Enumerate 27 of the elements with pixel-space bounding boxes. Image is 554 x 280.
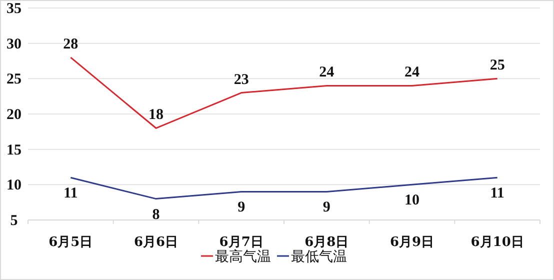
x-tick-label: 6月10日 [470, 235, 524, 250]
x-tick-label: 6月7日 [219, 235, 264, 250]
data-label: 24 [404, 64, 420, 81]
y-tick-label: 10 [6, 178, 22, 194]
y-tick-label: 15 [6, 142, 22, 158]
y-tick-label: 5 [10, 213, 18, 229]
legend-label: 最高气温 [215, 249, 271, 265]
data-label: 9 [238, 200, 246, 216]
data-label: 8 [152, 206, 160, 223]
data-label: 18 [148, 107, 164, 124]
data-label: 11 [64, 186, 78, 202]
data-label: 25 [490, 58, 505, 74]
x-tick-label: 6月9日 [390, 235, 434, 250]
data-label: 9 [322, 200, 330, 216]
data-label: 24 [319, 64, 335, 81]
data-label: 11 [490, 186, 504, 202]
y-tick-label: 25 [6, 72, 22, 88]
x-tick-label: 6月5日 [48, 235, 93, 250]
y-tick-label: 20 [6, 107, 22, 123]
data-label: 23 [234, 72, 249, 88]
y-tick-label: 30 [6, 36, 22, 52]
x-tick-label: 6月8日 [304, 235, 349, 250]
data-label: 10 [404, 192, 420, 209]
data-label: 28 [63, 36, 78, 52]
legend-label: 最低气温 [291, 249, 347, 265]
y-tick-label: 35 [6, 1, 22, 17]
x-tick-label: 6月6日 [134, 235, 178, 250]
